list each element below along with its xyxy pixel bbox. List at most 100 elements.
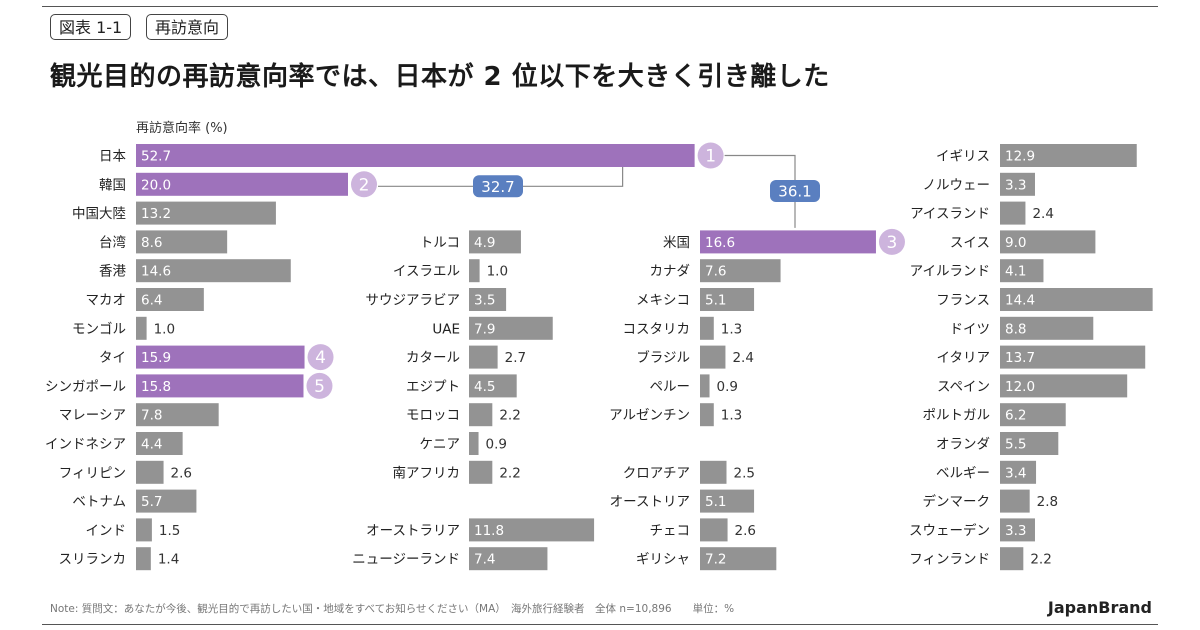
bar-value-label: 5.1 bbox=[705, 293, 726, 309]
bar-label: コスタリカ bbox=[623, 321, 691, 337]
bar bbox=[136, 547, 151, 571]
bar-label: ブラジル bbox=[636, 349, 690, 366]
bar-value-label: 12.0 bbox=[1005, 379, 1035, 395]
bar bbox=[700, 460, 727, 484]
page-title: 観光目的の再訪意向率では、日本が 2 位以下を大きく引き離した bbox=[50, 62, 830, 92]
bar-value-label: 12.9 bbox=[1005, 149, 1035, 165]
bar bbox=[1000, 230, 1096, 254]
bar-label: ポルトガル bbox=[923, 408, 991, 424]
gap-connectors bbox=[378, 154, 796, 228]
bar bbox=[1000, 489, 1030, 513]
column-middle-east-africa-oceania: トルコ 4.9 イスラエル 1.0 サウジアラビア 3.5 UAE 7.9 カタール 2.7 エジプ… bbox=[352, 230, 595, 571]
bar bbox=[136, 259, 291, 283]
bar-label: イギリス bbox=[936, 149, 990, 165]
bar-value-label: 2.7 bbox=[505, 350, 526, 366]
bar bbox=[469, 345, 498, 369]
bar bbox=[469, 460, 493, 484]
bar-label: 香港 bbox=[99, 264, 126, 280]
bar-value-label: 7.9 bbox=[474, 321, 495, 337]
rank-badge: 1 bbox=[697, 142, 724, 169]
bar-value-label: 15.8 bbox=[141, 379, 171, 395]
bar bbox=[700, 288, 755, 311]
gap-badge-text: 36.1 bbox=[778, 183, 811, 201]
bar-label: アイスランド bbox=[910, 206, 990, 222]
connector-japan-korea bbox=[378, 167, 624, 187]
bar bbox=[136, 432, 183, 455]
bar bbox=[700, 374, 710, 398]
bar bbox=[136, 172, 348, 196]
connector-japan-us bbox=[724, 154, 796, 228]
footer-note: Note: 質問文：あなたが今後、観光目的で再訪したい国・地域をすべてお知らせく… bbox=[50, 603, 735, 615]
bar-label: スリランカ bbox=[59, 552, 127, 568]
bar-label: スウェーデン bbox=[909, 522, 990, 539]
bar-label: ベルギー bbox=[936, 465, 990, 481]
bar bbox=[1000, 345, 1146, 369]
bar-value-label: 5.7 bbox=[141, 494, 162, 510]
bar bbox=[1000, 316, 1094, 340]
bar bbox=[136, 316, 147, 340]
bar-value-label: 20.0 bbox=[141, 177, 171, 193]
bar-value-label: 1.4 bbox=[158, 552, 179, 568]
bar-value-label: 52.7 bbox=[141, 149, 171, 165]
bar-value-label: 14.6 bbox=[141, 264, 171, 280]
bar-label: 韓国 bbox=[99, 177, 126, 193]
bar-value-label: 1.0 bbox=[154, 321, 175, 337]
bar-value-label: 5.5 bbox=[1005, 437, 1026, 453]
bar-label: ニュージーランド bbox=[352, 552, 460, 568]
bar bbox=[1000, 172, 1035, 196]
bar-value-label: 2.8 bbox=[1037, 494, 1058, 510]
bar-label: クロアチア bbox=[623, 465, 690, 481]
bar-value-label: 5.1 bbox=[705, 494, 726, 510]
bar bbox=[1000, 374, 1128, 398]
bar-value-label: 0.9 bbox=[486, 437, 507, 453]
rank-number: 3 bbox=[887, 233, 898, 253]
bar bbox=[136, 345, 305, 369]
bar bbox=[469, 288, 507, 311]
bar bbox=[136, 518, 152, 542]
bar bbox=[136, 403, 219, 427]
bar bbox=[700, 345, 726, 369]
bar-label: スイス bbox=[950, 235, 990, 251]
bar-value-label: 4.1 bbox=[1005, 264, 1026, 280]
bar bbox=[136, 230, 228, 254]
bar-label: イスラエル bbox=[393, 264, 460, 280]
bar-value-label: 1.0 bbox=[487, 264, 508, 280]
bar-value-label: 2.2 bbox=[499, 408, 520, 424]
bar-value-label: 14.4 bbox=[1005, 293, 1035, 309]
bar-label: 日本 bbox=[99, 149, 126, 165]
bar bbox=[1000, 144, 1137, 167]
bar bbox=[136, 489, 197, 513]
bar bbox=[469, 259, 480, 283]
bar-value-label: 3.3 bbox=[1005, 523, 1026, 539]
rank-badge: 3 bbox=[878, 228, 905, 255]
bar bbox=[1000, 201, 1026, 225]
bar-value-label: 1.5 bbox=[159, 523, 180, 539]
bar-value-label: 15.9 bbox=[141, 350, 171, 366]
rank-badge: 5 bbox=[306, 372, 333, 399]
bar-label: UAE bbox=[432, 321, 460, 337]
bar-label: ケニア bbox=[420, 437, 461, 453]
bar-label: 台湾 bbox=[99, 234, 126, 251]
bar-label: アルゼンチン bbox=[609, 408, 690, 424]
bar-label: カナダ bbox=[650, 264, 691, 280]
rank-number: 5 bbox=[314, 377, 325, 397]
bar bbox=[700, 259, 781, 283]
bar bbox=[700, 316, 714, 340]
bar bbox=[136, 460, 164, 484]
bar-label: タイ bbox=[99, 350, 126, 366]
bar bbox=[700, 403, 714, 427]
bar-label: マレーシア bbox=[59, 408, 126, 424]
rank-circle bbox=[878, 228, 905, 255]
bar bbox=[136, 201, 276, 225]
bar-label: フランス bbox=[936, 293, 990, 309]
bar bbox=[136, 144, 695, 167]
bar-label: トルコ bbox=[420, 235, 460, 251]
bar bbox=[1000, 288, 1153, 311]
bar-value-label: 7.2 bbox=[705, 552, 726, 568]
bar-label: スペイン bbox=[937, 379, 990, 395]
bar-label: ノルウェー bbox=[923, 177, 991, 193]
rank-badge: 4 bbox=[307, 344, 334, 371]
bar-label: サウジアラビア bbox=[366, 293, 461, 309]
